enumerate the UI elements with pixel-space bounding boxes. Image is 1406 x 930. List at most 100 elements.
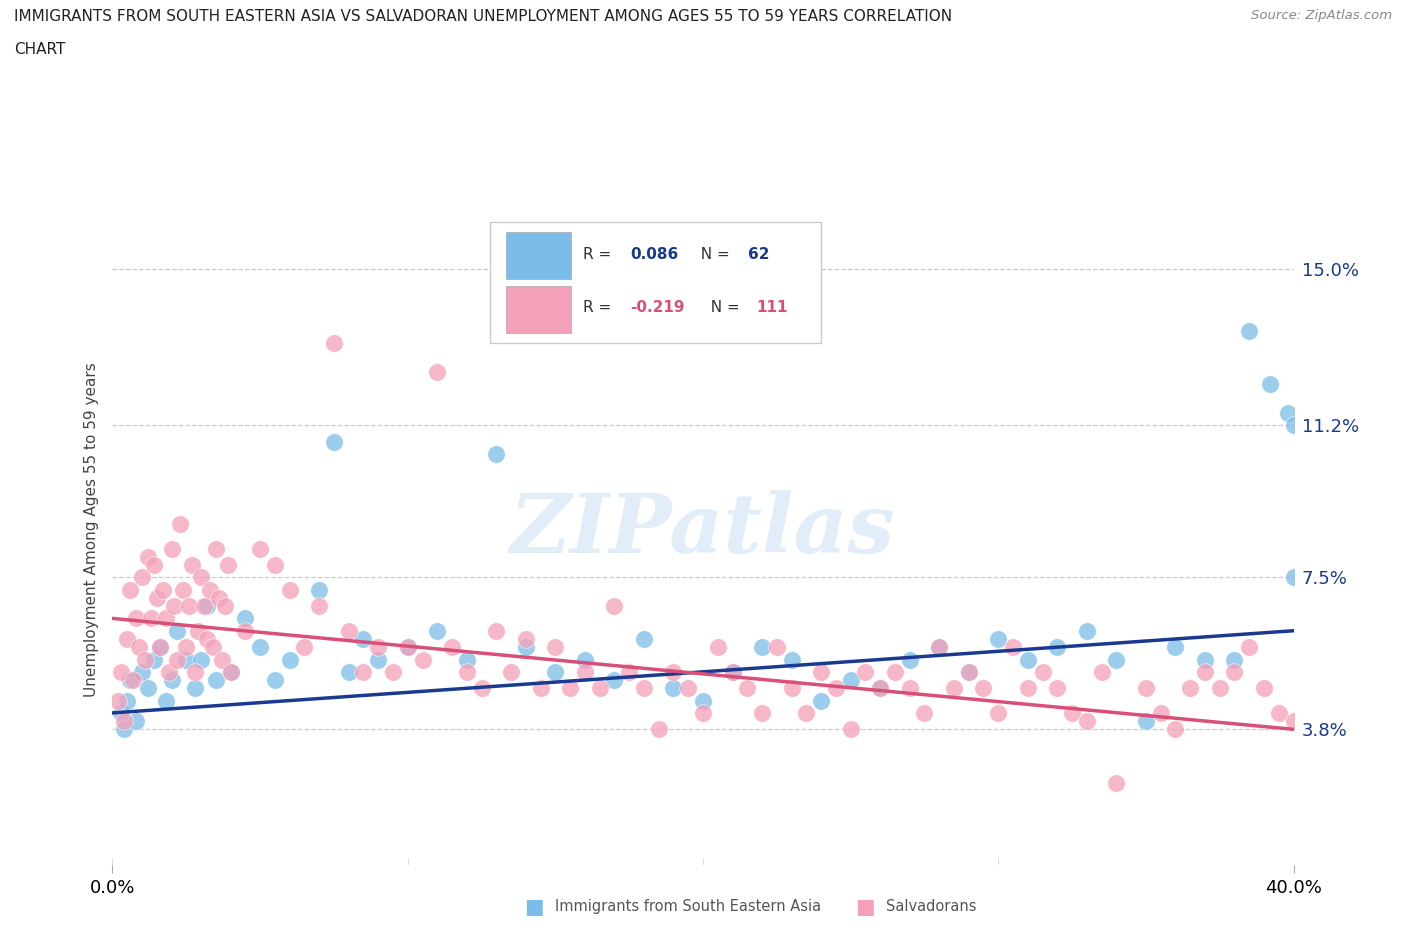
Point	[647, 722, 671, 737]
Point	[142, 652, 165, 667]
Point	[292, 640, 315, 655]
Point	[678, 681, 700, 696]
Point	[824, 681, 846, 696]
Point	[136, 550, 159, 565]
Text: IMMIGRANTS FROM SOUTH EASTERN ASIA VS SALVADORAN UNEMPLOYMENT AMONG AGES 55 TO 5: IMMIGRANTS FROM SOUTH EASTERN ASIA VS SA…	[14, 9, 952, 24]
Point	[125, 611, 148, 626]
Point	[112, 713, 135, 728]
Point	[217, 558, 239, 573]
Point	[987, 631, 1010, 646]
Point	[662, 681, 685, 696]
FancyBboxPatch shape	[506, 286, 571, 333]
Point	[122, 672, 145, 687]
Point	[987, 706, 1010, 721]
Point	[751, 640, 773, 655]
Point	[195, 631, 218, 646]
Point	[1208, 681, 1232, 696]
Point	[169, 516, 191, 531]
Point	[796, 706, 818, 721]
Point	[515, 640, 537, 655]
Point	[662, 664, 685, 679]
Text: 62: 62	[748, 246, 769, 261]
Point	[928, 640, 950, 655]
FancyBboxPatch shape	[506, 232, 571, 279]
Point	[219, 664, 242, 679]
Point	[1268, 706, 1291, 721]
Point	[174, 640, 197, 655]
Text: N =: N =	[700, 300, 744, 315]
Point	[560, 681, 582, 696]
Point	[1062, 706, 1084, 721]
Point	[1223, 664, 1246, 679]
Point	[544, 664, 567, 679]
Point	[1164, 640, 1187, 655]
Point	[721, 664, 744, 679]
Point	[603, 672, 626, 687]
Point	[205, 672, 228, 687]
Point	[134, 652, 156, 667]
Point	[412, 652, 434, 667]
Point	[136, 681, 159, 696]
Point	[1076, 713, 1098, 728]
Point	[810, 693, 832, 708]
Point	[396, 640, 419, 655]
Point	[163, 599, 186, 614]
Text: 111: 111	[756, 300, 787, 315]
Point	[110, 664, 132, 679]
Point	[125, 713, 148, 728]
Point	[839, 672, 862, 687]
Point	[633, 631, 655, 646]
Point	[737, 681, 759, 696]
Point	[485, 446, 508, 461]
Point	[308, 599, 330, 614]
Point	[110, 706, 132, 721]
Point	[942, 681, 965, 696]
Point	[337, 664, 360, 679]
Point	[441, 640, 464, 655]
Point	[839, 722, 862, 737]
Point	[515, 631, 537, 646]
Point	[190, 570, 212, 585]
Point	[184, 681, 207, 696]
Y-axis label: Unemployment Among Ages 55 to 59 years: Unemployment Among Ages 55 to 59 years	[83, 363, 98, 698]
Point	[1017, 681, 1039, 696]
Point	[426, 365, 449, 379]
Point	[174, 652, 197, 667]
Point	[233, 611, 256, 626]
Point	[633, 681, 655, 696]
Point	[1135, 681, 1157, 696]
Point	[184, 664, 207, 679]
Point	[485, 623, 508, 638]
Point	[1046, 640, 1069, 655]
Point	[1091, 664, 1114, 679]
Point	[308, 582, 330, 597]
Text: ■: ■	[524, 897, 544, 917]
Point	[1194, 664, 1216, 679]
Text: Source: ZipAtlas.com: Source: ZipAtlas.com	[1251, 9, 1392, 22]
Point	[166, 623, 188, 638]
Point	[574, 664, 596, 679]
Point	[195, 599, 218, 614]
Point	[264, 558, 287, 573]
Point	[751, 706, 773, 721]
Point	[501, 664, 523, 679]
Point	[107, 693, 129, 708]
Point	[323, 434, 346, 449]
Point	[396, 640, 419, 655]
Point	[780, 681, 803, 696]
Point	[214, 599, 236, 614]
Point	[869, 681, 891, 696]
Point	[117, 631, 138, 646]
Point	[139, 611, 162, 626]
Text: R =: R =	[582, 300, 616, 315]
Point	[957, 664, 980, 679]
Point	[529, 681, 551, 696]
Point	[456, 664, 478, 679]
Point	[149, 640, 172, 655]
Point	[187, 623, 209, 638]
Point	[155, 611, 177, 626]
Point	[1282, 570, 1305, 585]
Point	[149, 640, 172, 655]
Point	[352, 631, 374, 646]
Point	[721, 664, 744, 679]
